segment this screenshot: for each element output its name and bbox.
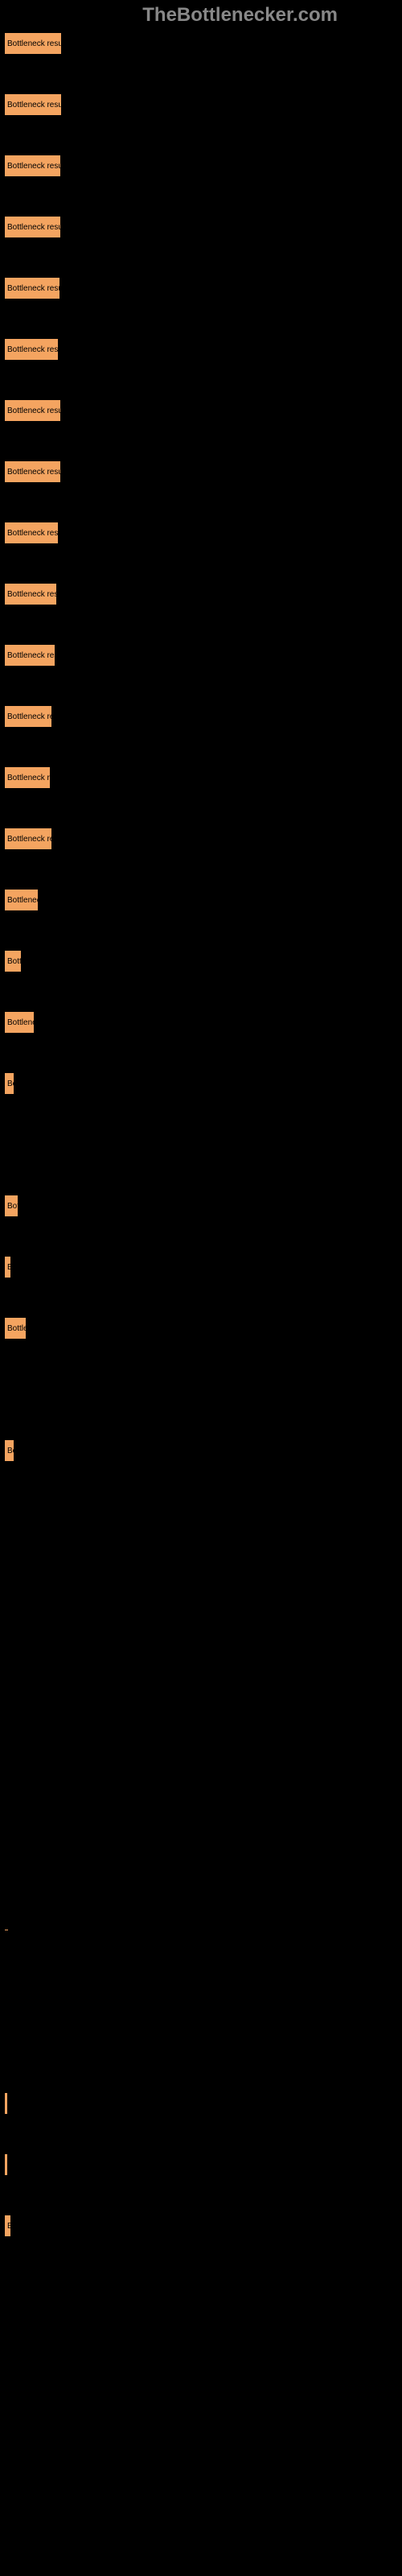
- bar-row: Bottleneck res: [4, 828, 402, 850]
- bar-row: B: [4, 1256, 402, 1278]
- bar-row: [4, 2153, 402, 2176]
- chart-bar: Bottlenec: [4, 889, 39, 911]
- bar-row: Bottlenec: [4, 889, 402, 911]
- chart-bar: Bottleneck re: [4, 766, 51, 789]
- chart-bar: Bottleneck res: [4, 705, 52, 728]
- bar-row: Bottleneck result: [4, 460, 402, 483]
- bar-row: Bot: [4, 1195, 402, 1217]
- bar-row: Bottleneck result: [4, 32, 402, 55]
- bar-row: [4, 1684, 402, 1707]
- chart-bar: Bo: [4, 1072, 14, 1095]
- chart-bar: Bottle: [4, 1317, 27, 1340]
- bar-row: [4, 1745, 402, 1768]
- bar-row: Bottleneck resul: [4, 338, 402, 361]
- chart-bar: Bo: [4, 1439, 14, 1462]
- bar-row: Bottleneck re: [4, 766, 402, 789]
- bar-row: Bott: [4, 950, 402, 972]
- chart-bar: Bottleneck res: [4, 828, 52, 850]
- chart-bar: Bott: [4, 950, 22, 972]
- chart-bar: B: [4, 2215, 11, 2237]
- chart-bar: Bottleneck result: [4, 155, 61, 177]
- chart-bar: [4, 2153, 8, 2176]
- chart-bar: Bottleneck result: [4, 216, 61, 238]
- bar-row: B: [4, 2215, 402, 2237]
- bar-row: Bo: [4, 1439, 402, 1462]
- bar-row: Bottleneck resul: [4, 522, 402, 544]
- chart-bar: Bottleneck result: [4, 32, 62, 55]
- bar-row: Bottleneck resu: [4, 644, 402, 667]
- bar-row: [4, 1806, 402, 1829]
- chart-bar: Bot: [4, 1195, 18, 1217]
- bar-row: Bottleneck result: [4, 93, 402, 116]
- chart-bar: Bottleneck resul: [4, 522, 59, 544]
- chart-bar: B: [4, 1256, 11, 1278]
- bar-row: [4, 1970, 402, 1992]
- bar-row: Bottleneck result: [4, 155, 402, 177]
- bar-row: [4, 1868, 402, 1890]
- chart-bar: Bottleneck resul: [4, 338, 59, 361]
- bar-row: [4, 1501, 402, 1523]
- chart-container: Bottleneck result Bottleneck result Bottle…: [0, 0, 402, 2237]
- chart-bar: Bottleneck result: [4, 399, 61, 422]
- chart-bar: Bottleneck result: [4, 277, 60, 299]
- bar-row: Bottlene: [4, 1011, 402, 1034]
- bar-row: [4, 2092, 402, 2115]
- bar-row: Bottleneck resul: [4, 583, 402, 605]
- chart-bar: Bottleneck result: [4, 460, 61, 483]
- chart-bar: Bottlene: [4, 1011, 35, 1034]
- bar-row: Bottleneck result: [4, 277, 402, 299]
- bar-row: Bottleneck result: [4, 399, 402, 422]
- chart-bar: Bottleneck resu: [4, 644, 55, 667]
- bar-row: Bo: [4, 1072, 402, 1095]
- bar-row: Bottleneck res: [4, 705, 402, 728]
- bar-row: [4, 1133, 402, 1156]
- watermark-text: TheBottlenecker.com: [142, 4, 338, 27]
- bar-row: [4, 1623, 402, 1645]
- chart-bar: [4, 1929, 9, 1931]
- bar-row: [4, 1378, 402, 1401]
- chart-bar: [4, 2092, 8, 2115]
- bar-row: Bottleneck result: [4, 216, 402, 238]
- bar-row: [4, 1929, 402, 1931]
- chart-bar: Bottleneck result: [4, 93, 62, 116]
- bar-row: [4, 2031, 402, 2054]
- bar-row: Bottle: [4, 1317, 402, 1340]
- bar-row: [4, 1562, 402, 1584]
- chart-bar: Bottleneck resul: [4, 583, 57, 605]
